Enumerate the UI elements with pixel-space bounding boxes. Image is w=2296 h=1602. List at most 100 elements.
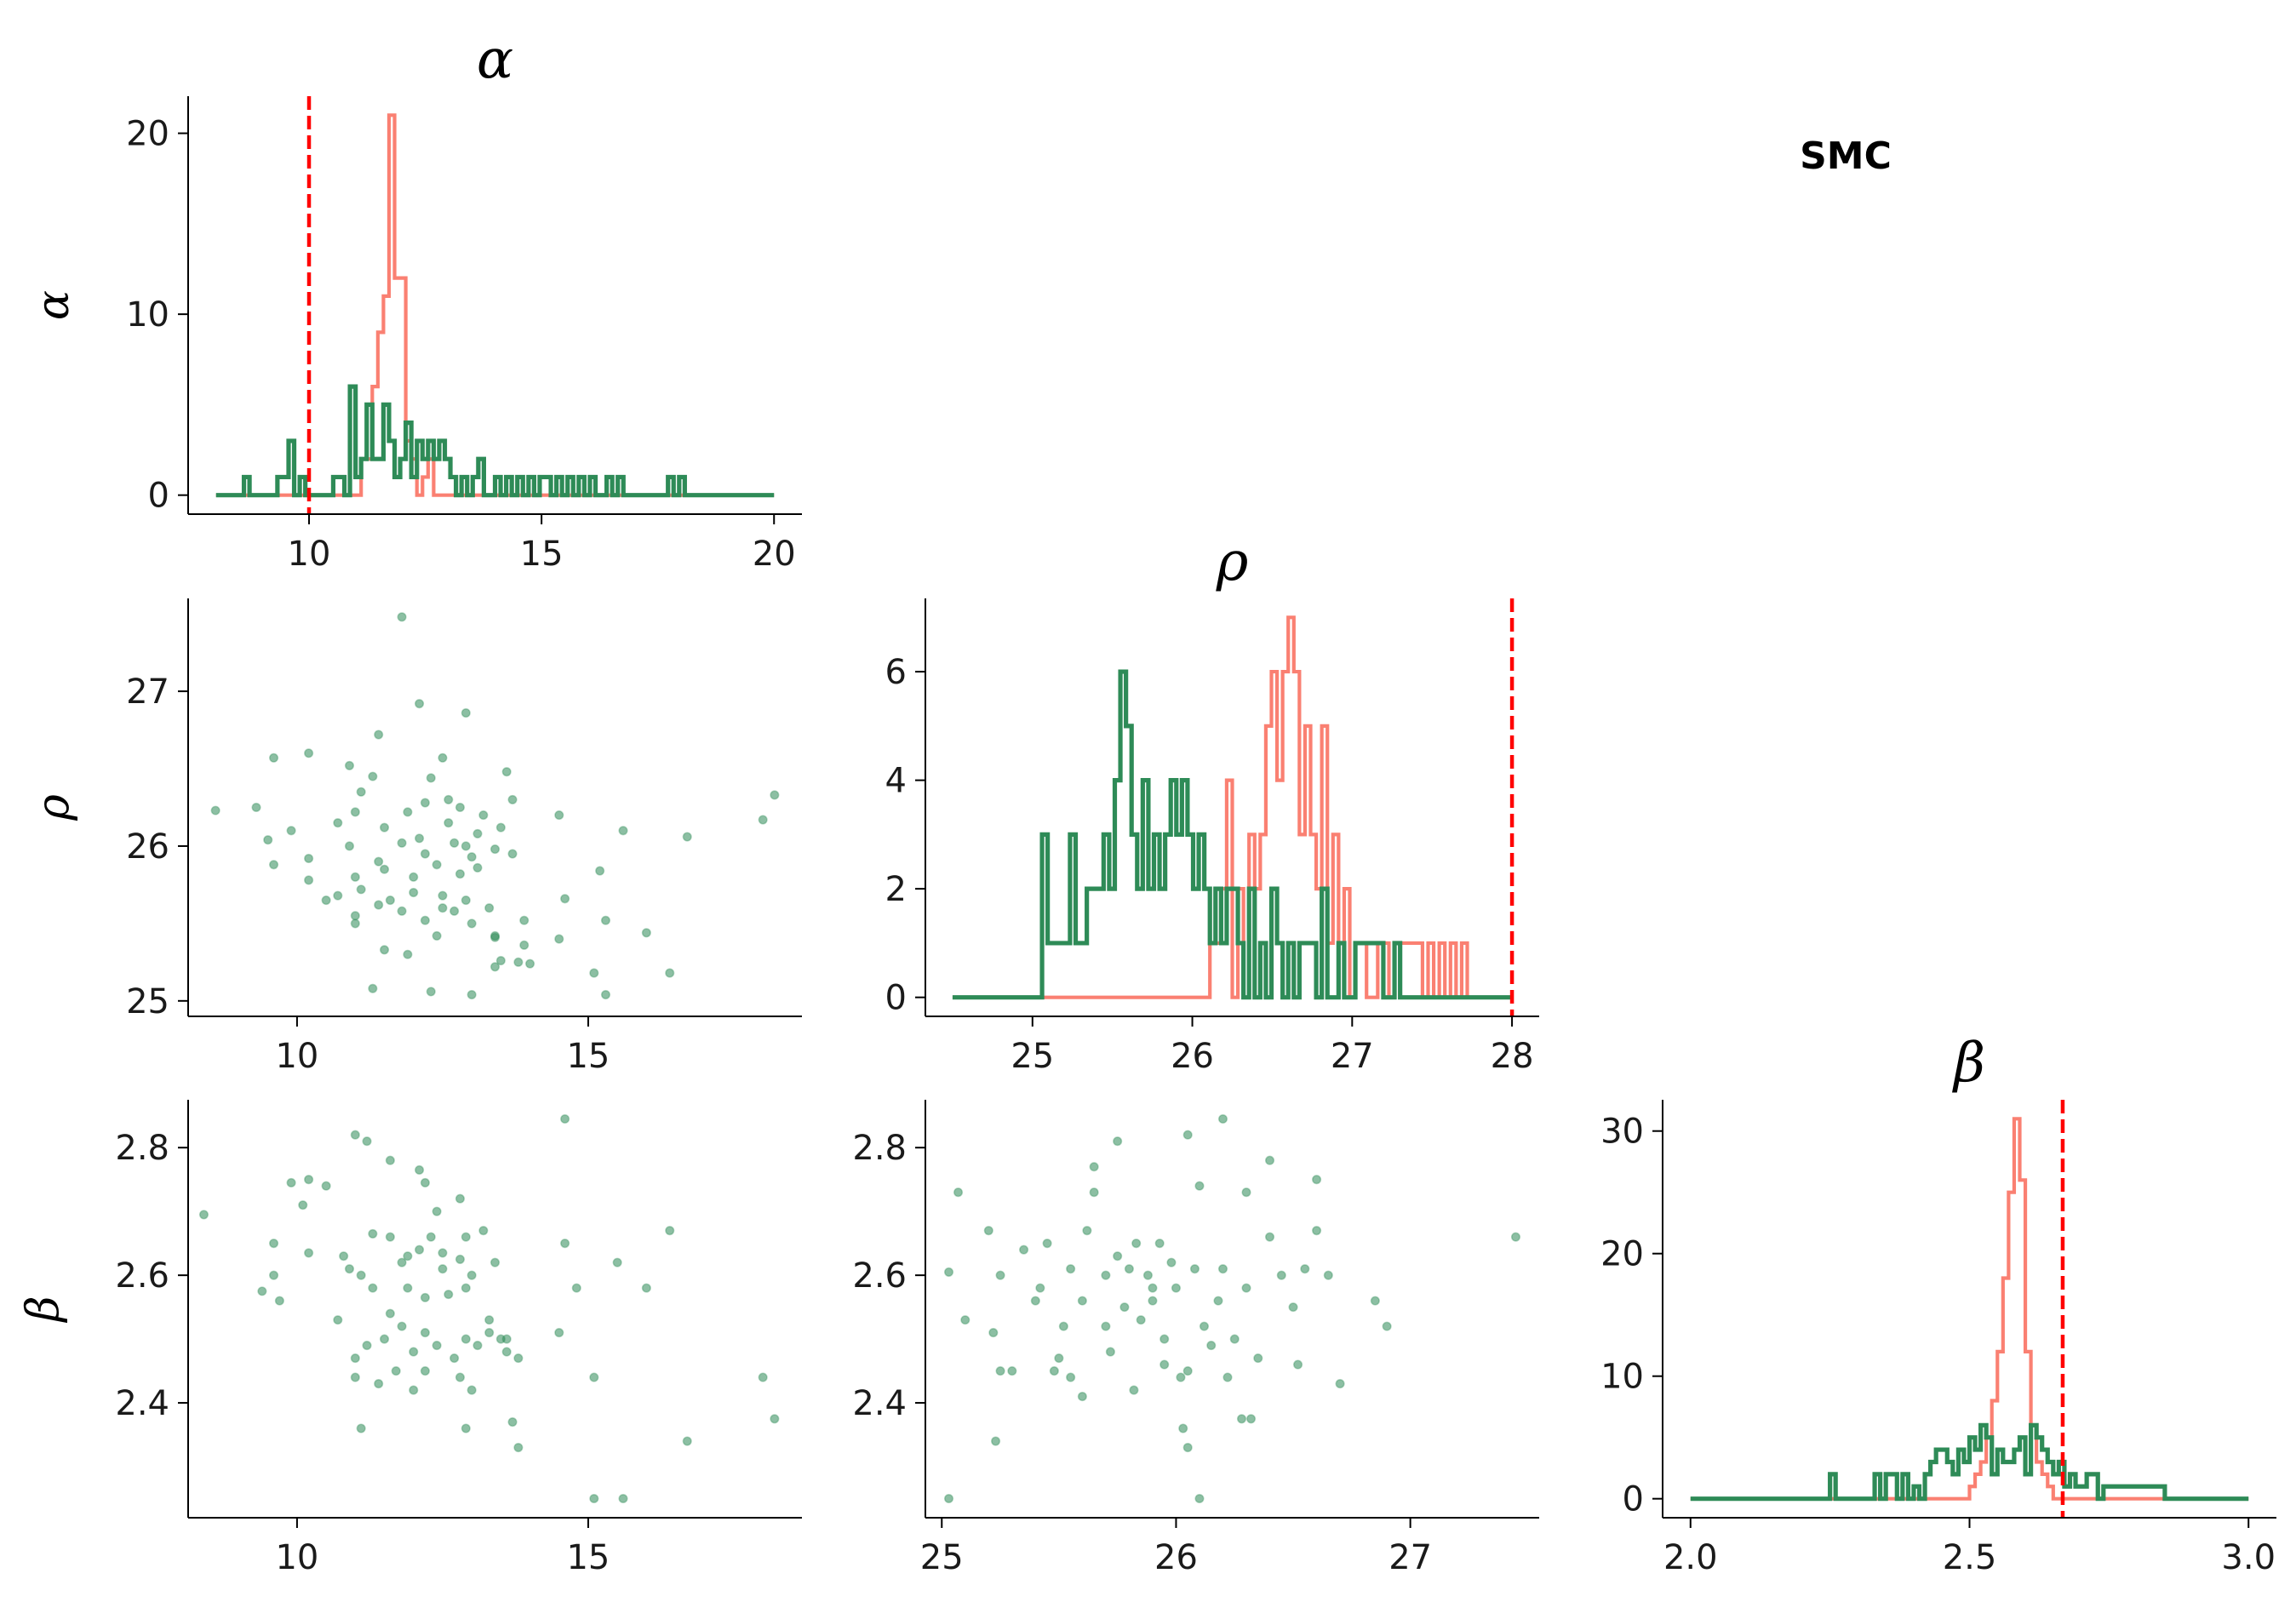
beta-vs-rho-point: [1136, 1315, 1146, 1325]
rho-vs-alpha-point: [665, 968, 675, 978]
beta-vs-rho-point: [1245, 1414, 1257, 1424]
alpha-hist-x-tick-label: 15: [520, 535, 564, 574]
rho-vs-alpha-point: [770, 790, 780, 800]
rho-vs-alpha-point: [589, 968, 599, 978]
beta-vs-rho-point: [1030, 1296, 1040, 1306]
beta-vs-alpha-point: [432, 1206, 442, 1216]
beta-vs-alpha-point: [368, 1228, 378, 1239]
rho-vs-alpha-point: [286, 826, 296, 836]
beta-vs-rho-y-tick-label: 2.8: [852, 1129, 907, 1168]
beta-vs-rho-point: [1129, 1385, 1139, 1395]
rho-vs-alpha-point: [385, 895, 395, 906]
alpha-hist-posterior-histogram-line: [215, 113, 775, 497]
beta-vs-alpha-point: [409, 1385, 419, 1395]
rho-hist-x-tick-label: 28: [1491, 1037, 1534, 1076]
beta-vs-rho-point: [1058, 1321, 1068, 1331]
beta-vs-alpha-point: [455, 1254, 466, 1264]
rho-vs-alpha-point: [374, 900, 384, 910]
beta-vs-rho-point: [1182, 1130, 1193, 1140]
beta-vs-rho-point: [1066, 1372, 1076, 1382]
alpha-hist-x-tick-label: 10: [288, 535, 331, 574]
beta-vs-rho-point: [1089, 1162, 1099, 1172]
beta-vs-rho-point: [943, 1267, 954, 1277]
beta-vs-rho-point: [1082, 1226, 1092, 1236]
alpha-hist-panel: 10 15 20 0 10 20 α α: [28, 28, 802, 574]
beta-hist-title: β: [1952, 1032, 1985, 1095]
beta-vs-alpha-y-label: β: [18, 1296, 69, 1323]
beta-hist-y-tick-label: 20: [1600, 1235, 1644, 1274]
beta-vs-rho-point: [1370, 1296, 1380, 1306]
rho-vs-alpha-point: [379, 864, 390, 874]
beta-vs-alpha-point: [501, 1334, 512, 1344]
beta-vs-alpha-point: [350, 1372, 360, 1382]
beta-vs-rho-point: [1217, 1113, 1228, 1124]
beta-vs-alpha-x-tick-label: 15: [566, 1538, 610, 1577]
beta-vs-alpha-point: [618, 1493, 628, 1504]
beta-vs-rho-point: [1054, 1353, 1064, 1364]
beta-vs-alpha-point: [403, 1283, 413, 1293]
beta-vs-alpha-point: [362, 1136, 372, 1147]
rho-vs-alpha-point: [449, 906, 460, 916]
rho-vs-alpha-panel: 10 15 25 26 27 ρ: [28, 598, 802, 1076]
beta-vs-alpha-point: [682, 1436, 692, 1446]
rho-vs-alpha-point: [455, 802, 466, 813]
rho-vs-alpha-point: [519, 940, 530, 950]
beta-vs-alpha-point: [484, 1328, 495, 1338]
beta-hist-samples-histogram-line: [1690, 1422, 2249, 1502]
rho-vs-alpha-point: [432, 860, 442, 870]
rho-vs-alpha-point: [415, 699, 425, 709]
rho-vs-alpha-point: [397, 612, 407, 622]
rho-vs-alpha-point: [415, 833, 425, 844]
alpha-hist-x-tick-label: 20: [753, 535, 796, 574]
beta-vs-alpha-point: [589, 1493, 599, 1504]
beta-vs-alpha-point: [501, 1347, 512, 1357]
rho-vs-alpha-point: [472, 862, 483, 873]
beta-vs-rho-point: [1194, 1493, 1205, 1504]
rho-vs-alpha-point: [356, 884, 366, 895]
beta-vs-rho-point: [1253, 1353, 1263, 1364]
beta-vs-alpha-point: [420, 1366, 430, 1376]
beta-vs-rho-point: [1066, 1264, 1076, 1274]
beta-vs-alpha-point: [409, 1347, 419, 1357]
beta-vs-rho-point: [1049, 1366, 1059, 1376]
beta-vs-alpha-point: [304, 1248, 314, 1258]
beta-vs-alpha-point: [356, 1423, 366, 1433]
beta-vs-alpha-point: [391, 1366, 401, 1376]
beta-vs-rho-point: [1105, 1347, 1115, 1357]
rho-vs-alpha-point: [519, 915, 530, 925]
beta-vs-rho-point: [1264, 1232, 1275, 1242]
rho-hist-x-tick-label: 27: [1331, 1037, 1374, 1076]
beta-vs-rho-point: [1113, 1136, 1123, 1147]
rho-vs-alpha-point: [507, 849, 518, 859]
beta-vs-rho-panel: 25 26 27 2.4 2.6 2.8: [852, 1100, 1539, 1577]
beta-vs-rho-y-tick-label: 2.6: [852, 1256, 907, 1296]
beta-vs-rho-point: [1288, 1302, 1298, 1313]
rho-vs-alpha-point: [449, 838, 460, 848]
rho-vs-alpha-point: [304, 853, 314, 864]
beta-vs-rho-point: [1194, 1181, 1205, 1191]
beta-vs-alpha-point: [455, 1372, 466, 1382]
beta-vs-alpha-point: [368, 1283, 378, 1293]
beta-vs-rho-point: [960, 1315, 971, 1325]
rho-vs-alpha-point: [344, 760, 355, 770]
rho-vs-alpha-point: [618, 826, 628, 836]
beta-hist-y-tick-label: 10: [1600, 1358, 1644, 1397]
beta-vs-alpha-point: [455, 1193, 466, 1204]
beta-vs-alpha-point: [641, 1283, 651, 1293]
rho-vs-alpha-point: [461, 841, 471, 851]
beta-vs-rho-point: [1236, 1414, 1247, 1424]
beta-vs-rho-point: [983, 1226, 993, 1236]
rho-vs-alpha-x-tick-label: 15: [566, 1037, 610, 1076]
rho-vs-alpha-point: [350, 872, 360, 882]
beta-vs-alpha-point: [397, 1321, 407, 1331]
rho-vs-alpha-point: [467, 852, 477, 862]
rho-vs-alpha-point: [374, 856, 384, 867]
beta-vs-rho-x-tick-label: 27: [1388, 1538, 1432, 1577]
beta-vs-alpha-panel: 10 15 2.4 2.6 2.8 β: [18, 1100, 802, 1577]
beta-hist-x-tick-label: 2.0: [1663, 1538, 1718, 1577]
beta-vs-alpha-point: [513, 1353, 524, 1364]
rho-vs-alpha-point: [524, 958, 535, 969]
beta-vs-alpha-point: [461, 1334, 471, 1344]
rho-vs-alpha-point: [478, 810, 489, 821]
beta-vs-alpha-point: [461, 1232, 471, 1242]
